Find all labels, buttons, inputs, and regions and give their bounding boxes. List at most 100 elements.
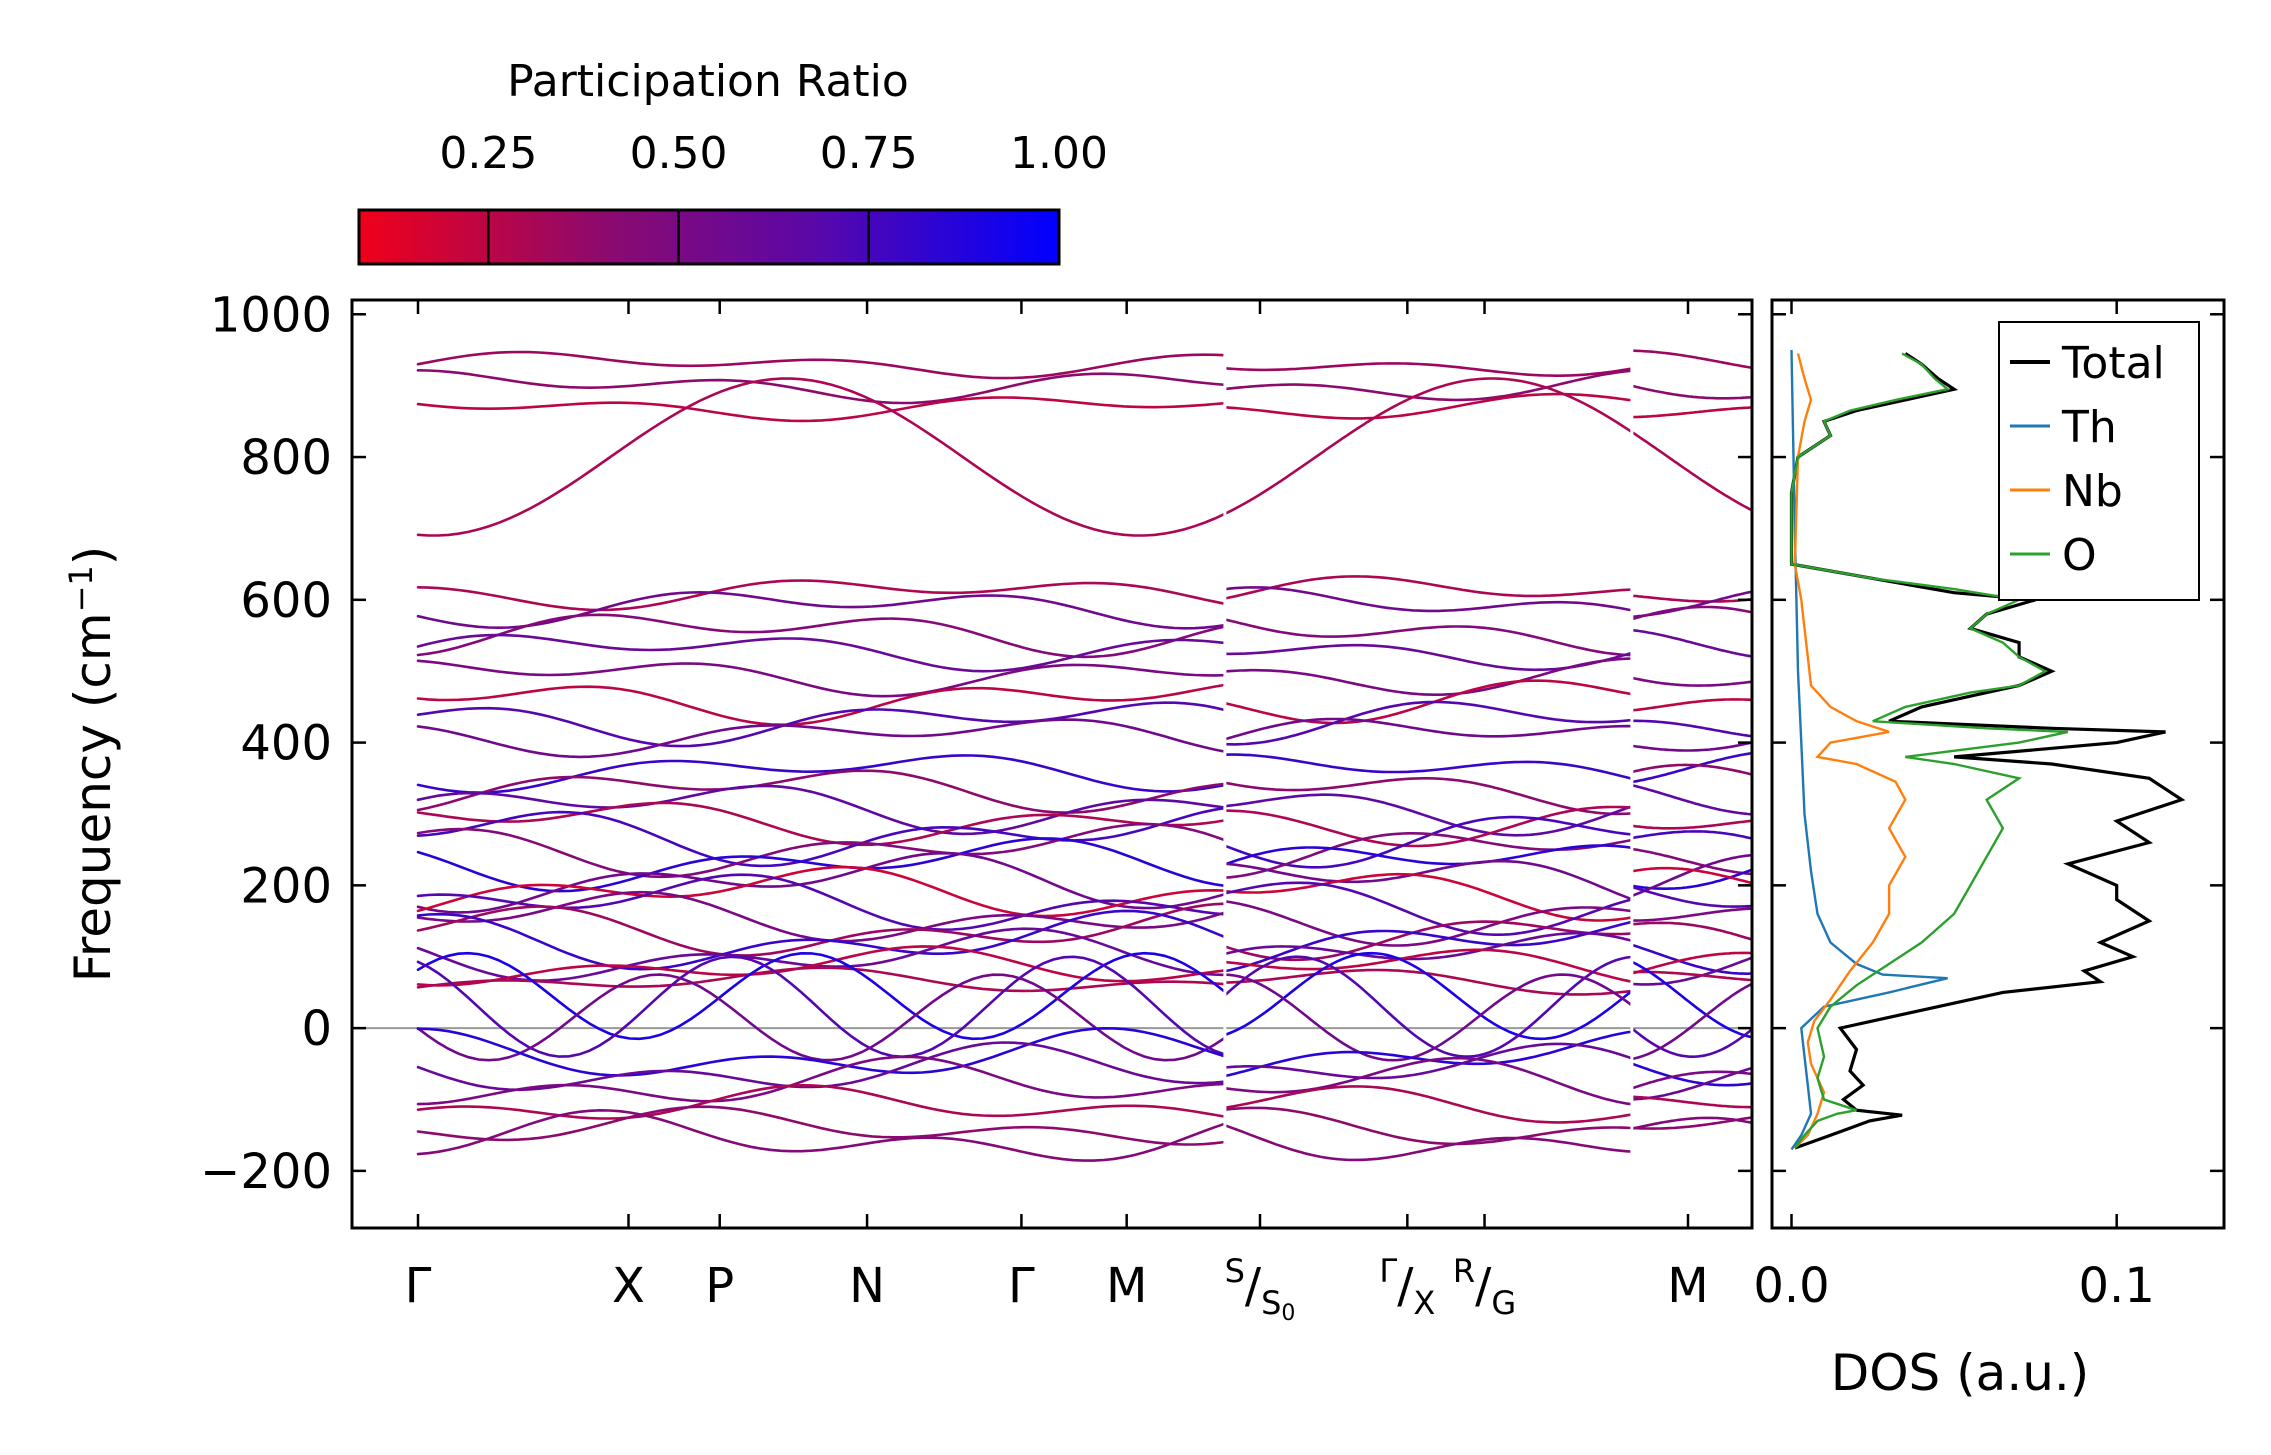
band-line xyxy=(1630,1062,1752,1087)
dos-panel: 0.0 0.1 DOS (a.u.) Total Th Nb O xyxy=(1753,298,2226,1402)
band-line xyxy=(416,1041,1227,1092)
dos-x-tick-label: 0.0 xyxy=(1753,1258,1829,1314)
band-line xyxy=(1223,1085,1634,1124)
band-line xyxy=(416,955,1227,1059)
band-line xyxy=(1630,982,1752,1061)
band-line xyxy=(416,377,1227,537)
band-line xyxy=(1630,784,1752,816)
band-line xyxy=(1223,1056,1634,1106)
band-line xyxy=(1630,907,1752,922)
band-line xyxy=(1630,605,1752,621)
band-line xyxy=(1223,920,1634,962)
legend-label: Th xyxy=(2061,402,2117,453)
band-line xyxy=(416,396,1227,423)
colorbar: Participation Ratio 0.25 0.50 0.75 1.00 xyxy=(357,56,1108,266)
y-tick-label: 600 xyxy=(240,573,332,629)
band-line xyxy=(416,822,1227,879)
band-line xyxy=(416,1055,1227,1106)
y-tick-label: 400 xyxy=(240,716,332,772)
band-axes-frame xyxy=(350,298,1754,1230)
dos-line-nb xyxy=(1793,353,1907,1149)
band-line xyxy=(416,1026,1227,1077)
band-line xyxy=(1223,872,1634,922)
band-line xyxy=(1630,847,1752,876)
band-line xyxy=(416,865,1227,918)
colorbar-gradient xyxy=(357,208,1061,266)
band-line xyxy=(416,902,1227,957)
band-line xyxy=(1223,920,1634,973)
dos-x-tick-label: 0.1 xyxy=(2079,1258,2155,1314)
y-axis-label: Frequency (cm−1) xyxy=(62,546,122,983)
band-line xyxy=(1630,819,1752,830)
band-line xyxy=(416,1083,1227,1120)
band-line xyxy=(1630,594,1752,603)
band-line xyxy=(1223,377,1634,516)
band-line xyxy=(1630,970,1752,982)
band-line xyxy=(416,1105,1227,1146)
band-line xyxy=(1630,868,1752,890)
band-line xyxy=(416,718,1227,759)
band-line xyxy=(1223,815,1634,869)
band-line xyxy=(1630,921,1752,941)
band-line xyxy=(1223,717,1634,741)
band-line xyxy=(1223,805,1634,848)
band-line xyxy=(1630,698,1752,712)
band-line xyxy=(416,633,1227,673)
kpoint-label: S/S0 xyxy=(1225,1252,1296,1326)
band-line xyxy=(1223,900,1634,947)
y-tick-label: 0 xyxy=(301,1001,332,1057)
band-line xyxy=(416,701,1227,748)
kpoint-label: X xyxy=(612,1258,645,1314)
band-line xyxy=(416,973,1227,1062)
band-line xyxy=(1223,951,1634,1041)
band-line xyxy=(1630,763,1752,776)
kpoint-label: R/G xyxy=(1453,1252,1516,1322)
band-line xyxy=(416,683,1227,727)
band-line xyxy=(1223,1042,1634,1080)
band-line xyxy=(416,966,1227,993)
band-line xyxy=(1630,951,1752,975)
band-line xyxy=(416,801,1227,847)
band-line xyxy=(416,951,1227,1041)
band-line xyxy=(1630,1070,1752,1090)
band-line xyxy=(416,784,1227,836)
kpoint-label: Γ xyxy=(1008,1258,1035,1314)
band-line xyxy=(1223,657,1634,696)
band-line xyxy=(1630,384,1752,400)
band-line xyxy=(1630,853,1752,898)
band-line xyxy=(1223,362,1634,377)
band-line xyxy=(416,945,1227,987)
band-line xyxy=(1223,948,1634,983)
band-line xyxy=(1223,1106,1634,1146)
band-line xyxy=(416,806,1227,868)
band-line xyxy=(416,769,1227,814)
band-line xyxy=(1630,349,1752,370)
band-line xyxy=(1630,1116,1752,1130)
band-line xyxy=(1223,859,1634,901)
band-line xyxy=(1223,881,1634,936)
band-line xyxy=(416,659,1227,698)
legend: Total Th Nb O xyxy=(1998,321,2200,601)
band-line xyxy=(416,837,1227,893)
kpoint-label: M xyxy=(1667,1258,1708,1314)
band-line xyxy=(1630,943,1752,975)
colorbar-label: Participation Ratio xyxy=(507,56,909,107)
band-line xyxy=(1223,1124,1634,1162)
band-line xyxy=(1223,575,1634,600)
band-line xyxy=(416,350,1227,380)
band-line xyxy=(1223,844,1634,866)
band-line xyxy=(416,1108,1227,1162)
kpoint-label: Γ/X xyxy=(1379,1252,1435,1322)
band-line xyxy=(1630,676,1752,687)
band-line xyxy=(1223,586,1634,613)
dos-line-o xyxy=(1790,352,2069,1149)
band-line xyxy=(416,754,1227,794)
colorbar-tick-label: 0.25 xyxy=(439,128,537,179)
band-line xyxy=(1630,751,1752,784)
band-line xyxy=(1223,618,1634,657)
band-line xyxy=(1630,1066,1752,1101)
band-line xyxy=(1223,700,1634,746)
y-tick-label: 200 xyxy=(240,858,332,914)
band-line xyxy=(1223,973,1634,1062)
